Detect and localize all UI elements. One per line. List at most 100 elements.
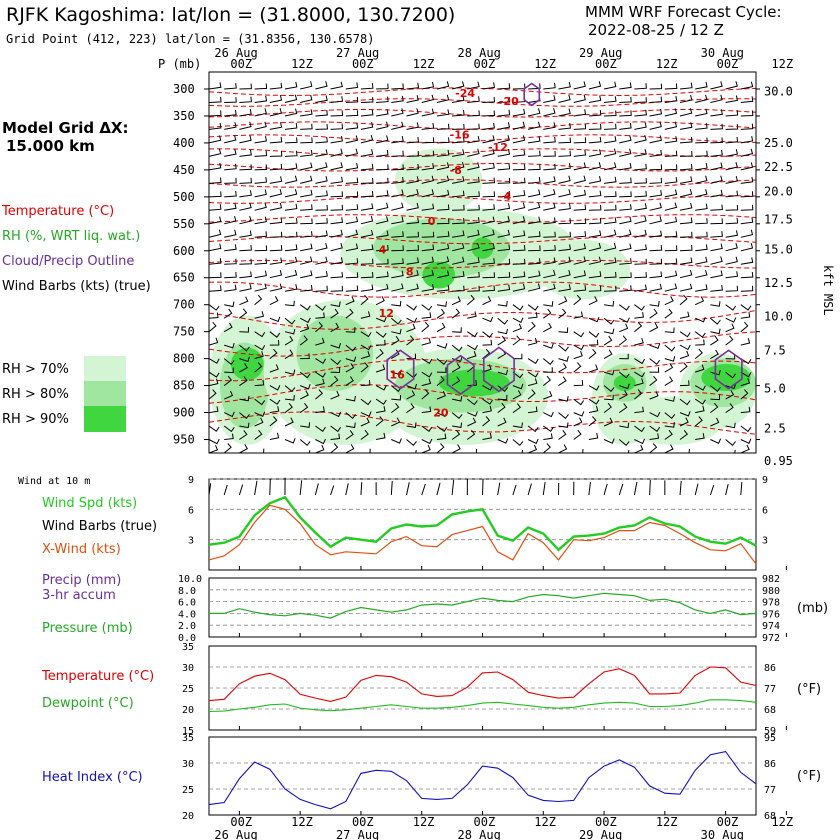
temperature-label: -8	[450, 164, 462, 177]
wind-y-label-right: 9	[762, 475, 768, 486]
wind-barb	[375, 296, 385, 306]
wind-barb	[725, 149, 739, 157]
wind-barb	[360, 311, 371, 319]
wind-barb	[588, 416, 597, 427]
wind-barb	[527, 321, 536, 333]
wind-barb	[209, 191, 222, 198]
wind-barb	[512, 383, 524, 390]
wind-barb	[406, 95, 419, 103]
wind-barb	[299, 304, 311, 311]
wind-barb	[315, 444, 325, 453]
wind-barb	[330, 257, 343, 265]
wind-barb	[634, 244, 647, 252]
wind-barb	[740, 444, 750, 453]
wind-barb	[482, 258, 495, 265]
wind-barb	[619, 135, 632, 144]
rh80-label: RH > 80%	[2, 387, 69, 402]
wind-barb	[391, 369, 402, 376]
wind-barb	[315, 256, 328, 265]
wind-barb	[315, 438, 326, 445]
wind-barb	[710, 385, 721, 393]
wind-barb	[695, 231, 708, 238]
wind-barb	[725, 81, 738, 90]
wind-barb	[315, 149, 328, 157]
wind-barb	[740, 285, 754, 292]
wind-barb	[588, 364, 599, 373]
wind-barb	[527, 358, 539, 365]
wind-barb	[467, 229, 480, 238]
wind-barb	[527, 389, 536, 400]
wind-barb	[421, 337, 432, 346]
wind-barb	[391, 258, 404, 265]
wind-barb	[284, 395, 295, 401]
wind-barb	[223, 358, 235, 366]
wind-barb	[452, 175, 465, 184]
wind-barb	[269, 283, 283, 292]
wind-barb	[634, 337, 644, 346]
wind-barb	[345, 82, 359, 90]
temp-c-label: 35	[182, 642, 194, 653]
wind-barb	[375, 121, 389, 130]
wind-barb	[360, 429, 369, 440]
wind-barb	[391, 394, 402, 401]
wind-barb	[543, 202, 556, 211]
wind-barb	[224, 272, 237, 279]
height-tick-label: 30.0	[764, 85, 793, 99]
wind-barb	[300, 243, 313, 252]
wind-barb	[391, 83, 404, 90]
wind-barb	[436, 375, 445, 386]
temperature-label: -24	[455, 87, 475, 100]
wind-barb	[694, 296, 705, 306]
wind-barb	[649, 367, 660, 373]
wind-barb	[604, 176, 617, 184]
wind-barb	[512, 304, 524, 311]
wind-barb	[269, 348, 278, 359]
wind-barb	[391, 349, 400, 360]
wind-barb	[224, 215, 237, 225]
wind-barb	[436, 175, 450, 184]
wind-barb	[664, 356, 676, 362]
wind-barb	[558, 344, 569, 352]
wind-barb	[330, 433, 341, 440]
wind-barb	[588, 136, 602, 144]
wind-barb	[512, 353, 523, 360]
wind-barb	[482, 82, 495, 90]
wind-barb	[527, 202, 541, 211]
wind-barb	[300, 175, 313, 184]
wind-barb	[710, 301, 721, 307]
pressure-axis-label: P (mb)	[158, 57, 201, 71]
wind-barb	[452, 422, 463, 428]
wind-barb	[254, 164, 268, 171]
wind-barb	[406, 450, 417, 453]
wind-barb	[603, 369, 615, 376]
wind-barb	[588, 296, 598, 306]
pressure-tick-label: 350	[173, 109, 195, 123]
surface-wind-barb	[482, 479, 484, 496]
wind-barb	[284, 244, 298, 252]
wind-barb	[315, 81, 328, 90]
wind-barb	[695, 339, 705, 346]
wind-barb	[360, 362, 369, 373]
wind-barb	[315, 136, 328, 144]
cycle-label: MMM WRF Forecast Cycle:	[585, 3, 782, 21]
wind-barb	[634, 371, 646, 378]
legend-cloud: Cloud/Precip Outline	[2, 254, 134, 269]
wind-barb	[224, 122, 237, 130]
wind-barb	[467, 81, 480, 90]
wind-barb	[603, 229, 617, 238]
wind-barb	[497, 335, 507, 346]
wind-barb	[755, 128, 756, 130]
surface-wind-barb	[542, 482, 546, 496]
wind-speed-series	[208, 495, 757, 552]
time-label-bottom: 00Z	[352, 815, 374, 829]
wind-barb	[512, 317, 524, 323]
wind-barb	[497, 284, 511, 292]
wind-barb	[360, 190, 374, 198]
wind-barb	[649, 443, 658, 453]
temperature-contour-14	[209, 331, 756, 357]
wind-barb	[679, 217, 693, 225]
wind-barb	[406, 82, 420, 90]
wind-barb	[467, 417, 477, 427]
wind-barb	[694, 331, 706, 338]
wind-y-label: 6	[188, 505, 194, 516]
